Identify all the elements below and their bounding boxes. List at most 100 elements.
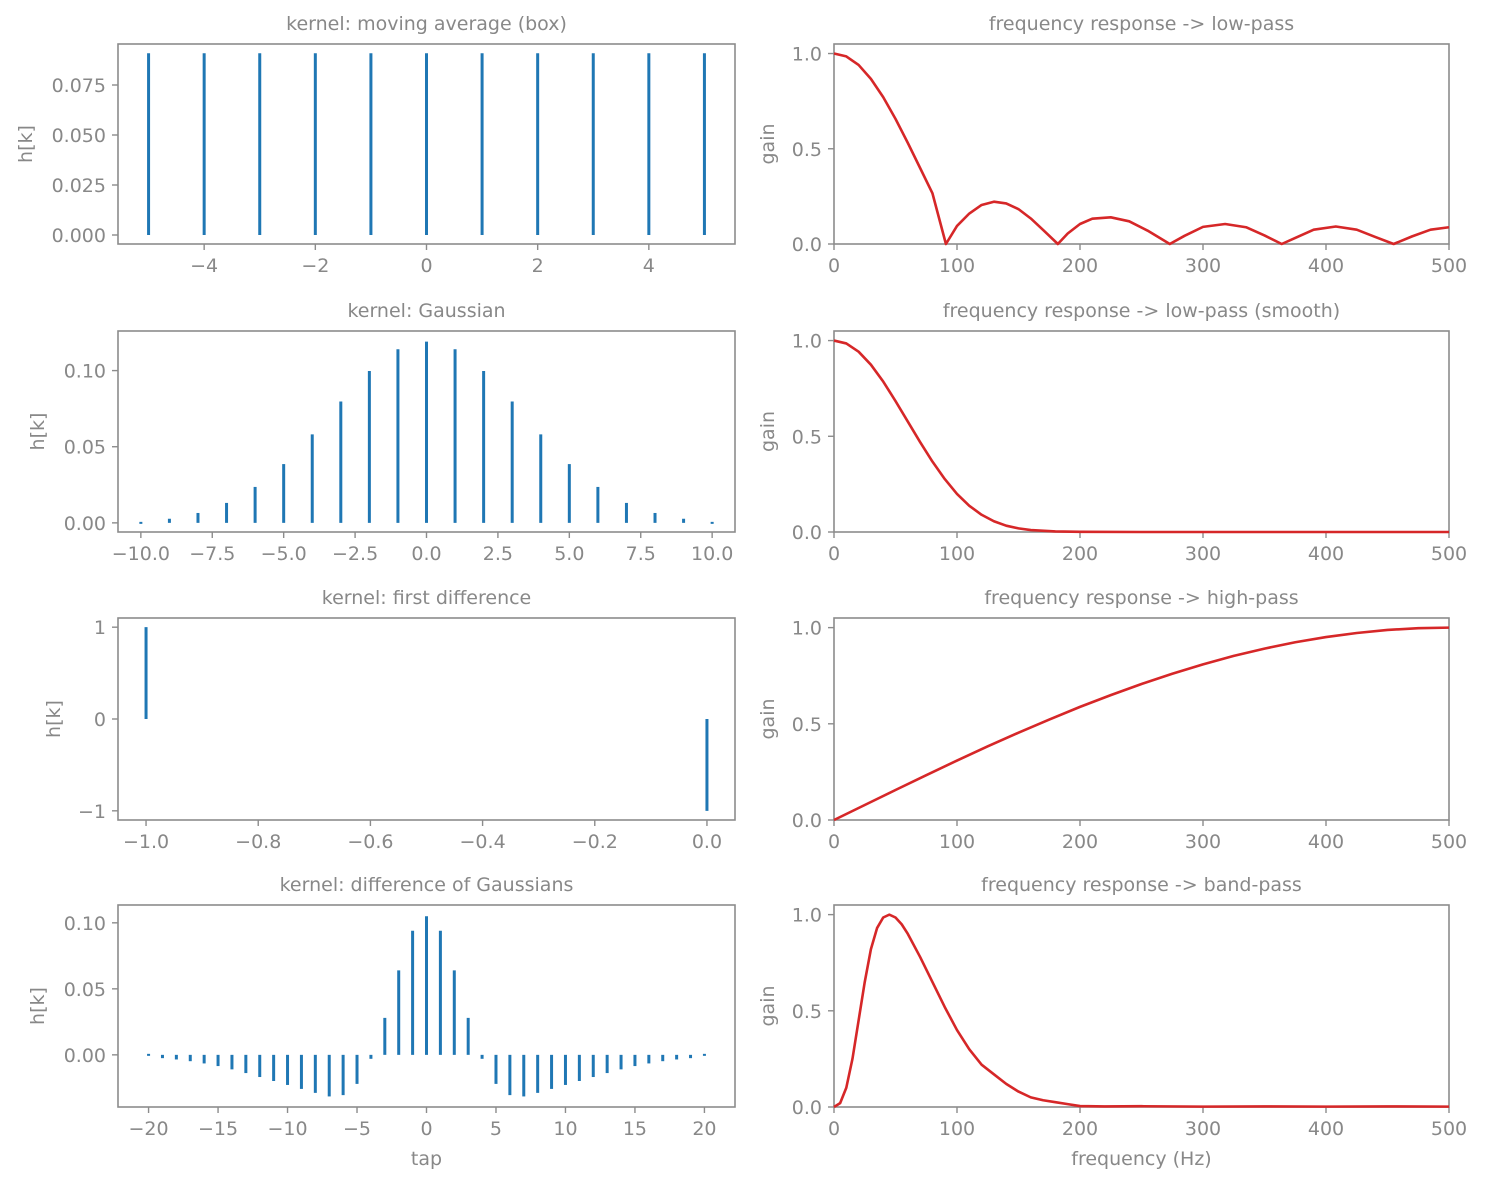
axes-frame bbox=[833, 43, 1450, 245]
x-tick-label: 200 bbox=[1062, 1118, 1098, 1140]
y-tick-label: 0.0 bbox=[792, 1097, 822, 1119]
x-tick-label: 0 bbox=[828, 543, 840, 565]
y-tick-label: 0.075 bbox=[52, 75, 106, 97]
subplot-title: kernel: difference of Gaussians bbox=[280, 874, 574, 896]
subplot-title: frequency response -> high-pass bbox=[984, 587, 1298, 609]
x-tick-label: 10 bbox=[553, 1118, 577, 1140]
y-tick-label: 0.0 bbox=[792, 810, 822, 832]
subplot-2: frequency response -> low-pass 0 100 200 300… bbox=[757, 13, 1467, 277]
x-tick-label: −20 bbox=[129, 1118, 169, 1140]
subplot-4: frequency response -> low-pass (smooth) 0… bbox=[757, 300, 1467, 565]
x-tick-label: 500 bbox=[1431, 1118, 1467, 1140]
x-tick-label: −2 bbox=[301, 255, 329, 277]
subplot-8: frequency response -> band-pass 0 100 200 30… bbox=[757, 874, 1467, 1170]
subplot-title: kernel: first difference bbox=[322, 587, 532, 609]
x-tick-label: 2.5 bbox=[483, 543, 513, 565]
x-tick-label: 400 bbox=[1308, 255, 1344, 277]
x-tick-label: 300 bbox=[1185, 1118, 1221, 1140]
y-tick-label: 0 bbox=[94, 709, 106, 731]
subplot-6: frequency response -> high-pass 0 100 200 30… bbox=[757, 587, 1467, 853]
response-line bbox=[833, 913, 1450, 1109]
x-tick-label: −10 bbox=[267, 1118, 307, 1140]
x-tick-label: 7.5 bbox=[626, 543, 656, 565]
response-line bbox=[833, 626, 1450, 822]
y-axis-label: gain bbox=[757, 985, 779, 1026]
x-tick-label: 500 bbox=[1431, 543, 1467, 565]
x-tick-label: 4 bbox=[643, 255, 655, 277]
y-axis-label: h[k] bbox=[15, 125, 37, 163]
x-tick-label: 500 bbox=[1431, 255, 1467, 277]
subplot-5: kernel: first difference −1.0 −0.8 −0.6 −0.4… bbox=[43, 587, 736, 853]
x-tick-label: 100 bbox=[939, 255, 975, 277]
x-tick-label: 0 bbox=[828, 831, 840, 853]
x-tick-label: 100 bbox=[939, 543, 975, 565]
y-tick-label: 0.00 bbox=[64, 513, 106, 535]
y-tick-label: 0.10 bbox=[64, 913, 106, 935]
x-tick-label: 0.0 bbox=[692, 831, 722, 853]
y-axis-label: h[k] bbox=[43, 700, 65, 738]
y-tick-label: 0.05 bbox=[64, 437, 106, 459]
y-tick-label: 1.0 bbox=[792, 905, 822, 927]
axes-frame bbox=[833, 330, 1450, 533]
x-tick-label: 400 bbox=[1308, 1118, 1344, 1140]
y-axis-label: gain bbox=[757, 411, 779, 452]
y-axis-label: gain bbox=[757, 698, 779, 739]
x-tick-label: −0.6 bbox=[347, 831, 393, 853]
y-tick-label: 0.5 bbox=[792, 1001, 822, 1023]
x-tick-label: 100 bbox=[939, 1118, 975, 1140]
x-tick-label: −10.0 bbox=[112, 543, 170, 565]
x-tick-label: 400 bbox=[1308, 831, 1344, 853]
x-tick-label: 300 bbox=[1185, 831, 1221, 853]
x-tick-label: 300 bbox=[1185, 255, 1221, 277]
y-tick-label: 0.025 bbox=[52, 175, 106, 197]
x-tick-label: −1.0 bbox=[123, 831, 169, 853]
response-line bbox=[833, 52, 1450, 246]
y-axis-label: h[k] bbox=[27, 413, 49, 451]
x-tick-label: −0.8 bbox=[235, 831, 281, 853]
y-tick-label: 0.0 bbox=[792, 234, 822, 256]
axes-frame bbox=[833, 904, 1450, 1108]
x-tick-label: −5.0 bbox=[261, 543, 307, 565]
x-tick-label: 10.0 bbox=[691, 543, 733, 565]
x-axis-label: tap bbox=[411, 1148, 442, 1170]
y-axis-label: gain bbox=[757, 123, 779, 164]
x-tick-label: 200 bbox=[1062, 255, 1098, 277]
x-tick-label: 300 bbox=[1185, 543, 1221, 565]
x-tick-label: 400 bbox=[1308, 543, 1344, 565]
y-tick-label: 0.000 bbox=[52, 225, 106, 247]
subplot-1: kernel: moving average (box) −4 −2 0 2 4 0.000… bbox=[15, 13, 736, 277]
subplot-7: kernel: difference of Gaussians −20 −15 −10… bbox=[27, 874, 736, 1170]
response-line bbox=[833, 339, 1449, 534]
x-tick-label: 15 bbox=[623, 1118, 647, 1140]
x-tick-label: −7.5 bbox=[189, 543, 235, 565]
subplot-title: frequency response -> low-pass bbox=[989, 13, 1294, 35]
y-tick-label: 0.00 bbox=[64, 1045, 106, 1067]
x-tick-label: −0.2 bbox=[572, 831, 618, 853]
x-tick-label: 0 bbox=[828, 255, 840, 277]
y-tick-label: 0.5 bbox=[792, 139, 822, 161]
x-tick-label: 5.0 bbox=[554, 543, 584, 565]
x-tick-label: 5 bbox=[490, 1118, 502, 1140]
y-tick-label: 0.5 bbox=[792, 426, 822, 448]
subplot-3: kernel: Gaussian −10.0 −7.5 −5.0 −2.5 0.0 2.5 5… bbox=[27, 300, 736, 565]
y-tick-label: −1 bbox=[78, 801, 106, 823]
y-tick-label: 0.050 bbox=[52, 125, 106, 147]
x-tick-label: 0 bbox=[420, 1118, 432, 1140]
x-tick-label: −2.5 bbox=[332, 543, 378, 565]
x-tick-label: 200 bbox=[1062, 543, 1098, 565]
x-tick-label: −0.4 bbox=[460, 831, 506, 853]
x-tick-label: 0 bbox=[420, 255, 432, 277]
subplot-title: frequency response -> band-pass bbox=[981, 874, 1302, 896]
x-tick-label: 200 bbox=[1062, 831, 1098, 853]
y-tick-label: 1.0 bbox=[792, 618, 822, 640]
x-tick-label: 100 bbox=[939, 831, 975, 853]
y-tick-label: 1 bbox=[94, 617, 106, 639]
x-tick-label: −5 bbox=[343, 1118, 371, 1140]
subplot-title: kernel: moving average (box) bbox=[286, 13, 567, 35]
y-tick-label: 0.0 bbox=[792, 522, 822, 544]
x-tick-label: 20 bbox=[692, 1118, 716, 1140]
x-tick-label: −4 bbox=[190, 255, 218, 277]
y-tick-label: 0.05 bbox=[64, 979, 106, 1001]
x-tick-label: 500 bbox=[1431, 831, 1467, 853]
x-tick-label: 2 bbox=[532, 255, 544, 277]
